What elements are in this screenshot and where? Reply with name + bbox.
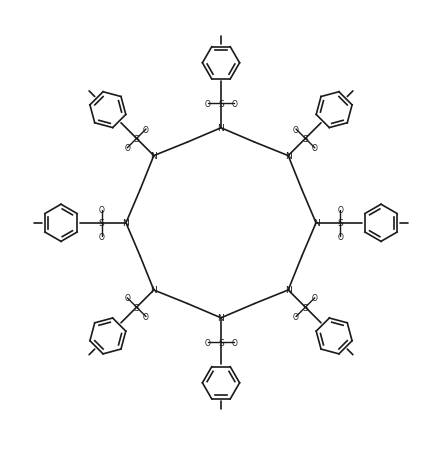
Text: N: N <box>312 219 320 228</box>
Text: O: O <box>99 232 105 241</box>
Text: O: O <box>293 125 299 134</box>
Text: S: S <box>218 338 224 347</box>
Text: S: S <box>302 134 308 143</box>
Text: N: N <box>217 124 225 133</box>
Text: N: N <box>150 152 157 161</box>
Text: O: O <box>205 100 211 109</box>
Text: O: O <box>337 232 343 241</box>
Text: N: N <box>217 313 225 322</box>
Text: O: O <box>312 294 318 303</box>
Text: O: O <box>124 294 130 303</box>
Text: O: O <box>124 144 130 153</box>
Text: O: O <box>231 338 237 347</box>
Text: O: O <box>312 144 318 153</box>
Text: O: O <box>99 206 105 215</box>
Text: O: O <box>293 313 299 322</box>
Text: N: N <box>285 152 292 161</box>
Text: N: N <box>150 286 157 295</box>
Text: S: S <box>302 303 308 312</box>
Text: O: O <box>337 206 343 215</box>
Text: N: N <box>285 286 292 295</box>
Text: S: S <box>99 219 105 228</box>
Text: S: S <box>218 100 224 109</box>
Text: O: O <box>205 338 211 347</box>
Text: N: N <box>122 219 130 228</box>
Text: S: S <box>337 219 343 228</box>
Text: O: O <box>143 125 149 134</box>
Text: O: O <box>231 100 237 109</box>
Text: O: O <box>143 313 149 322</box>
Text: S: S <box>134 134 140 143</box>
Text: S: S <box>134 303 140 312</box>
